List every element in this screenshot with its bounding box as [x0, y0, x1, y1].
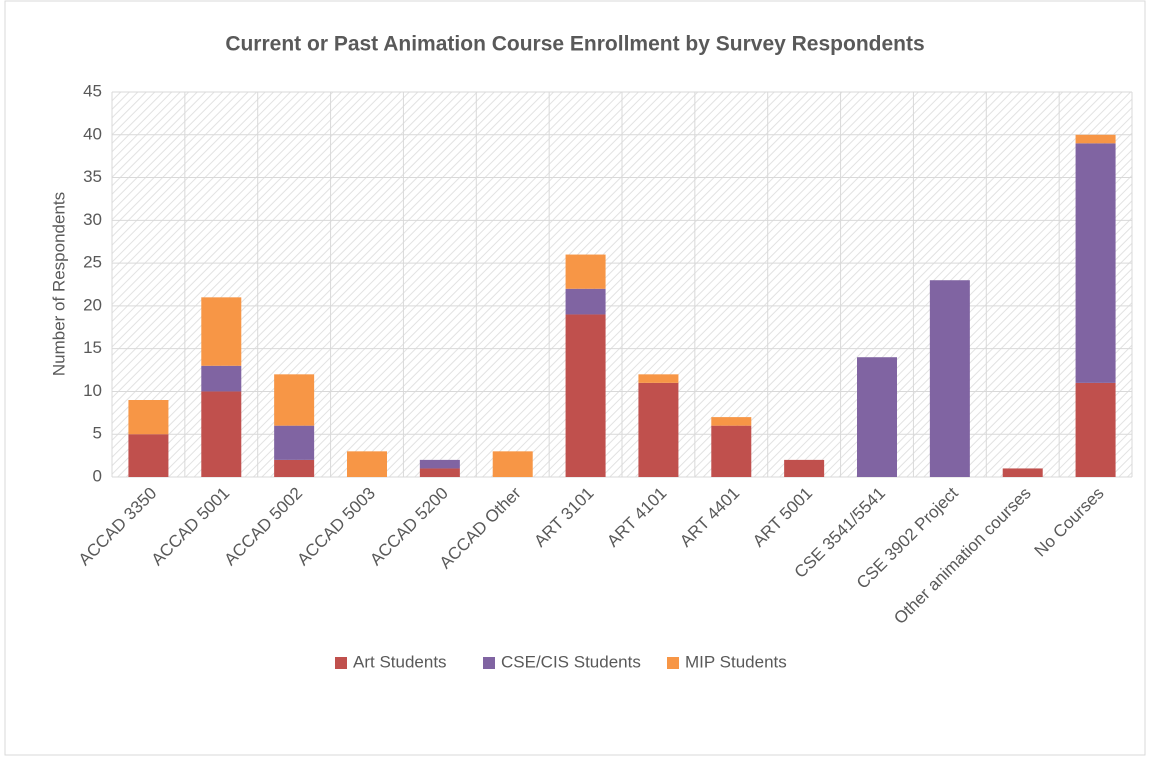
y-tick-label: 45 [83, 81, 102, 100]
bar-segment [1075, 382, 1116, 477]
bar-segment [638, 374, 679, 383]
bar-segment [565, 288, 606, 315]
bar-segment [857, 357, 897, 477]
y-tick-label: 10 [83, 381, 102, 400]
bar-segment [784, 459, 825, 477]
bar-segment [711, 425, 752, 477]
bar-segment [929, 280, 970, 477]
bar-segment [565, 314, 606, 477]
bar-segment [1075, 143, 1116, 383]
legend-swatch [667, 657, 679, 669]
y-tick-label: 5 [93, 424, 102, 443]
bar-segment [274, 374, 315, 426]
bar-segment [638, 382, 679, 477]
bar-segment [274, 425, 315, 460]
bar-segment [419, 459, 460, 469]
bar-segment [201, 297, 242, 366]
y-tick-label: 40 [83, 124, 102, 143]
legend-label: MIP Students [685, 652, 787, 671]
bar-segment [711, 417, 752, 426]
y-tick-label: 35 [83, 167, 102, 186]
bar-segment [347, 451, 387, 477]
y-tick-label: 30 [83, 210, 102, 229]
bar-segment [1075, 134, 1116, 144]
bar-segment [419, 468, 460, 477]
y-tick-label: 20 [83, 295, 102, 314]
bar-segment [201, 391, 242, 477]
bar-segment [201, 365, 242, 392]
chart-title: Current or Past Animation Course Enrollm… [225, 33, 924, 56]
y-tick-label: 0 [93, 466, 102, 485]
legend-swatch [335, 657, 347, 669]
bar-segment [274, 459, 315, 477]
legend-label: CSE/CIS Students [501, 652, 641, 671]
y-tick-label: 25 [83, 253, 102, 272]
bar-segment [565, 254, 606, 289]
legend-label: Art Students [353, 652, 447, 671]
y-tick-label: 15 [83, 338, 102, 357]
bar-segment [128, 400, 169, 435]
bar-segment [1002, 468, 1043, 477]
bar-segment [128, 434, 169, 477]
bar-segment [492, 451, 533, 477]
y-axis-label: Number of Respondents [49, 192, 68, 376]
legend-swatch [483, 657, 495, 669]
